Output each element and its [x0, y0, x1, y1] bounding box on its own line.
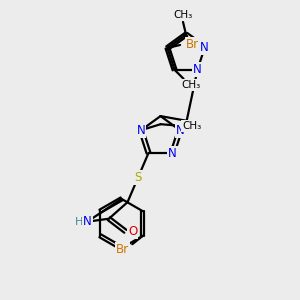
Text: CH₃: CH₃: [182, 80, 201, 90]
Text: N: N: [168, 146, 177, 160]
Text: CH₃: CH₃: [182, 121, 201, 131]
Text: N: N: [200, 41, 209, 55]
Text: N: N: [83, 215, 92, 228]
Text: S: S: [134, 171, 142, 184]
Text: CH₃: CH₃: [173, 10, 193, 20]
Text: N: N: [193, 63, 202, 76]
Text: O: O: [128, 225, 137, 238]
Text: N: N: [176, 124, 184, 137]
Text: Br: Br: [116, 243, 129, 256]
Text: Br: Br: [185, 38, 199, 51]
Text: N: N: [137, 124, 146, 137]
Text: H: H: [74, 217, 83, 227]
